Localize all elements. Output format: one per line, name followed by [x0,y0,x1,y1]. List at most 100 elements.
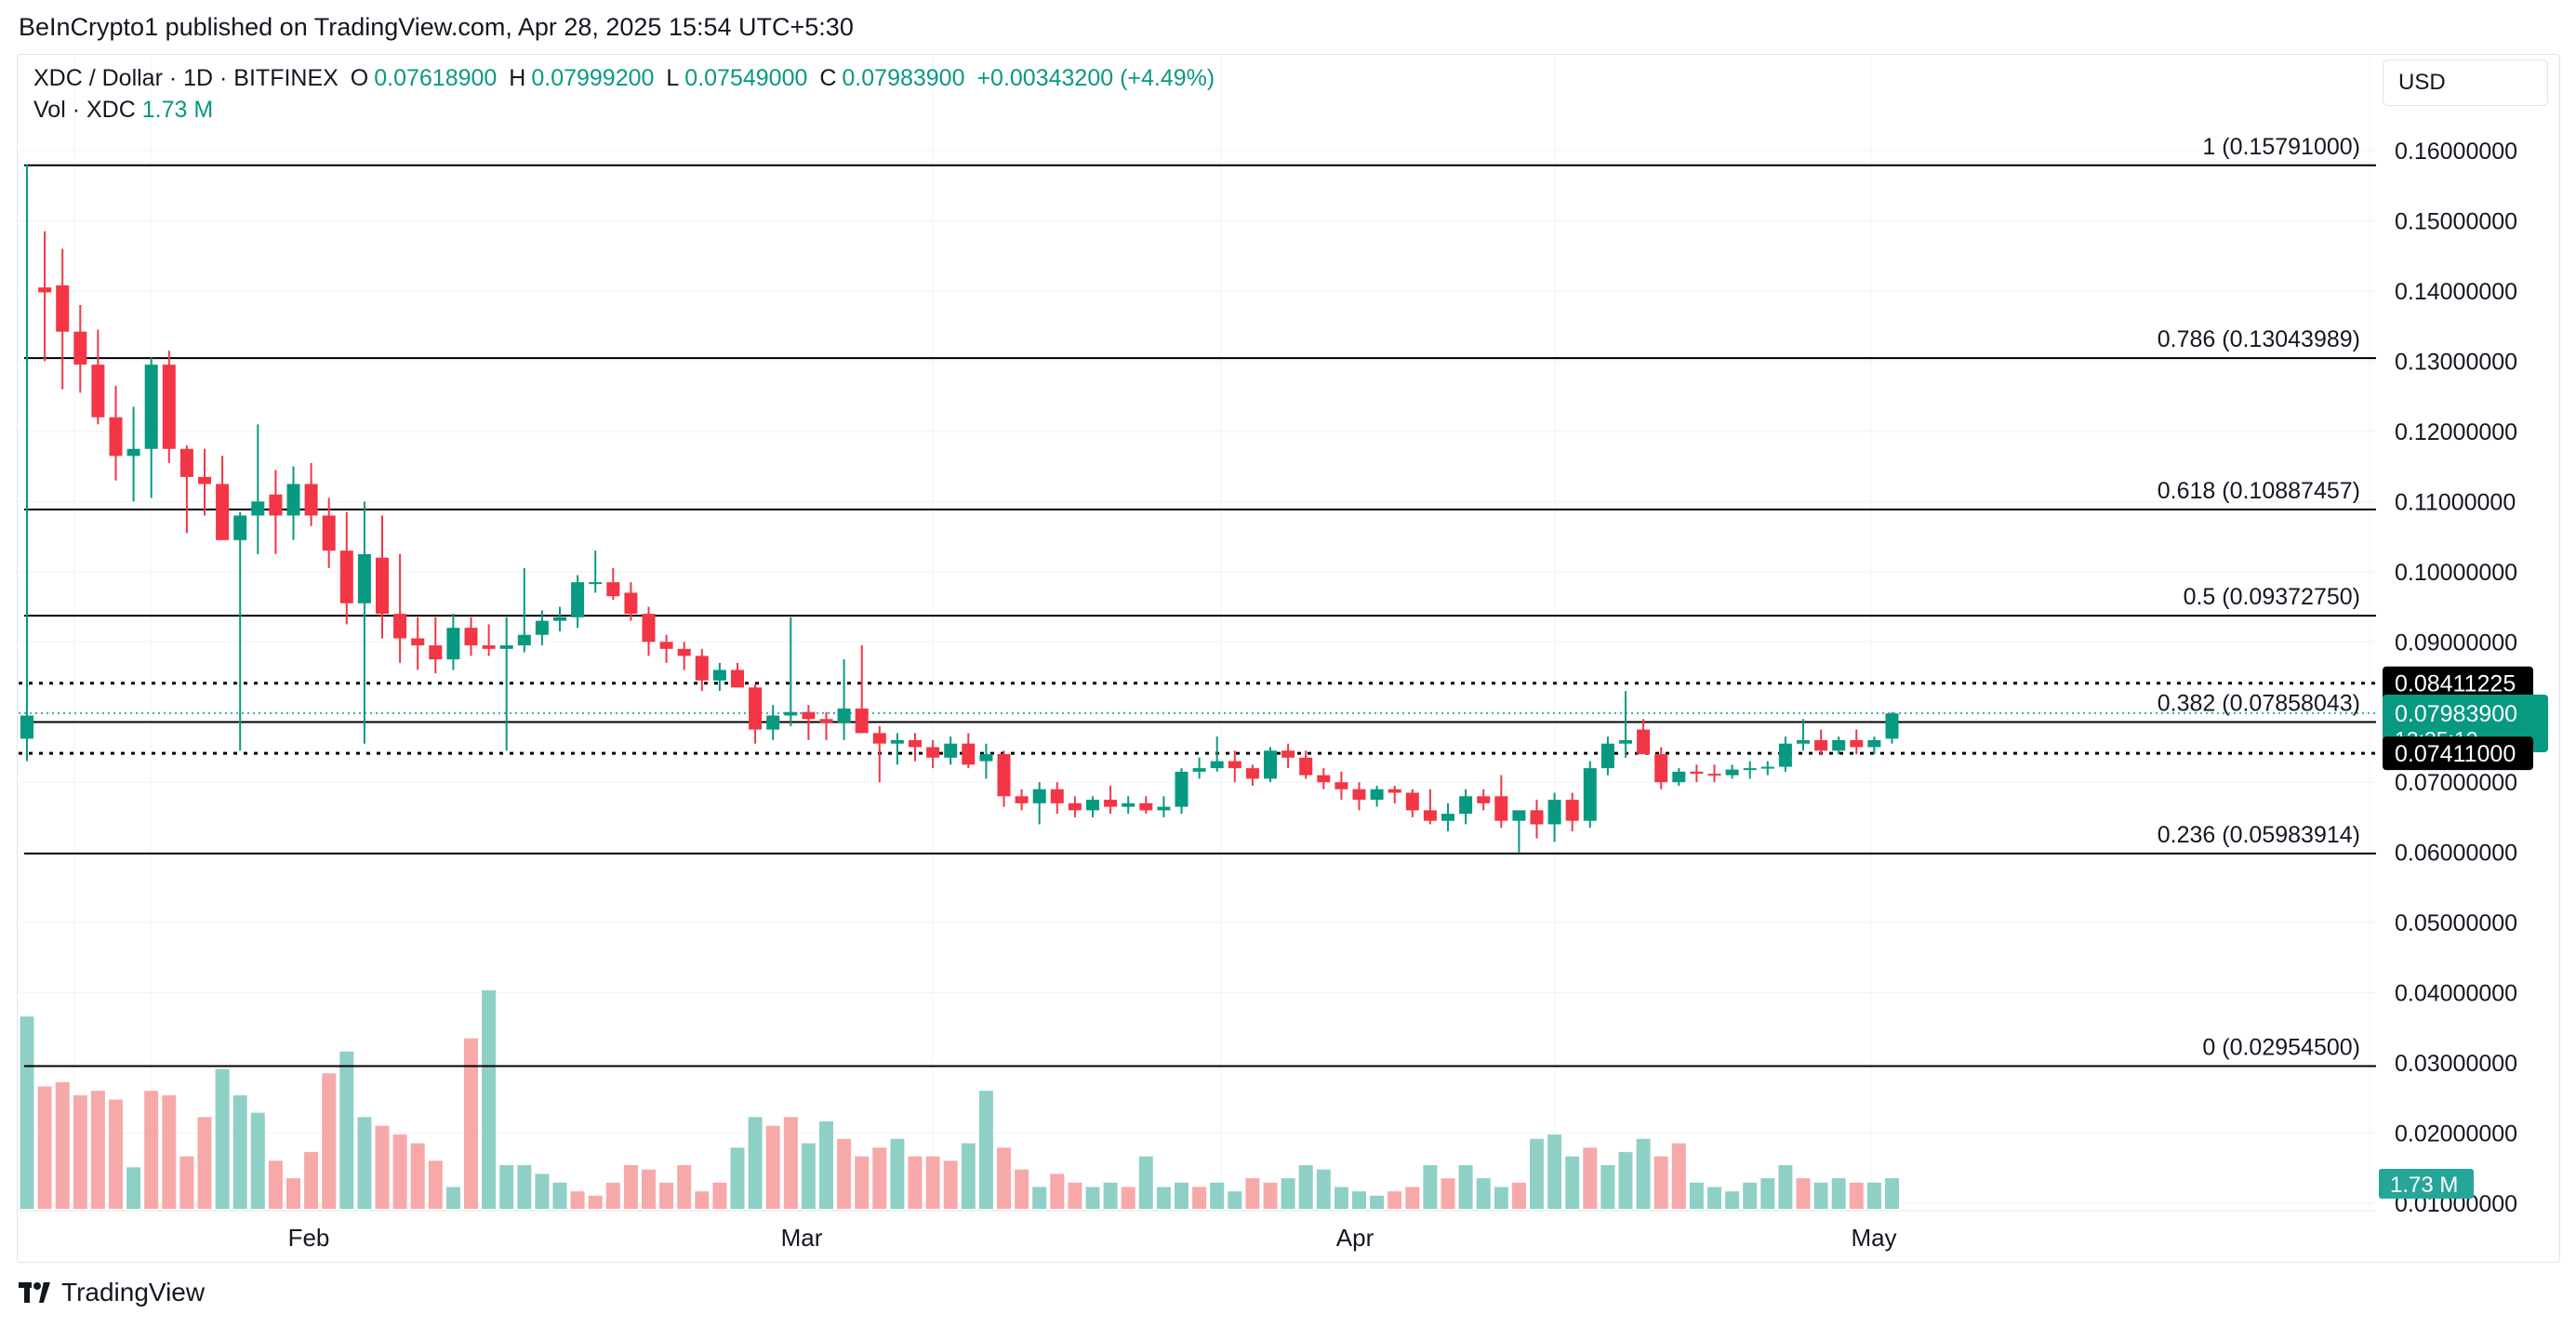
volume-bar [1210,1182,1225,1209]
volume-bar [1121,1187,1135,1209]
x-tick-label: May [1851,1224,1896,1252]
volume-bar [605,1182,620,1209]
symbol-label[interactable]: XDC / Dollar · 1D · BITFINEX [33,65,339,91]
close-value: 0.07983900 [842,65,965,91]
candle-body [642,614,656,643]
candle-body [304,484,318,516]
candle-body [962,743,976,765]
volume-bar [1085,1187,1100,1209]
candle-body [1068,802,1082,811]
candle-body [1797,739,1810,744]
volume-bar [1334,1187,1348,1209]
chart-frame [17,54,2560,1263]
volume-legend: Vol · XDC 1.73 M [33,97,213,124]
volume-bar [1600,1165,1615,1209]
candle-body [731,670,744,688]
y-tick-label: 0.10000000 [2395,560,2517,586]
candle-body [624,592,638,615]
high-value: 0.07999200 [531,65,655,91]
candle-body [553,617,566,621]
volume-bar [20,1016,34,1209]
candle-body [1334,782,1348,789]
currency-button[interactable]: USD [2383,60,2548,106]
volume-bar [1156,1187,1171,1209]
candle-body [233,515,247,540]
last-price-tag-label: 0.07983900 [2395,701,2517,727]
y-tick-label: 0.16000000 [2395,139,2517,165]
level-tag-bg [2383,736,2533,771]
volume-bar [1494,1187,1508,1209]
candle-body [1654,754,1668,783]
candle-body [659,642,673,649]
volume-bar [730,1147,745,1209]
volume-bar [55,1081,70,1209]
candle-body [997,754,1011,797]
volume-bar [623,1165,638,1209]
volume-bar [695,1191,710,1209]
candle-body [482,645,496,649]
candle-body [144,365,158,449]
y-tick-label: 0.02000000 [2395,1121,2517,1147]
candle-body [1619,739,1632,744]
fib-level-label: 0.618 (0.10887457) [2158,478,2360,504]
volume-bar [1511,1182,1526,1209]
volume-bar [1298,1165,1313,1209]
tradingview-logo-icon [19,1282,52,1303]
y-tick-label: 0.14000000 [2395,279,2517,305]
volume-bar [1015,1169,1029,1209]
volume-bar [1050,1174,1065,1209]
volume-bar [1689,1182,1704,1209]
volume-bar [162,1094,177,1209]
volume-bar [339,1051,354,1209]
volume-bar [445,1187,460,1209]
candle-body [1032,789,1046,803]
candle-body [1477,796,1491,803]
candle-body [1850,739,1864,748]
volume-bar [961,1143,976,1209]
volume-bar [322,1073,337,1209]
y-tick-label: 0.05000000 [2395,910,2517,936]
candle-body [1494,796,1508,821]
candle-body [819,719,833,723]
candle-body [1281,750,1295,758]
fib-level-label: 0.5 (0.09372750) [2184,584,2360,610]
y-tick-label: 0.07000000 [2395,770,2517,796]
volume-bar [552,1182,567,1209]
volume-bar [1760,1178,1775,1209]
volume-bar [943,1160,958,1209]
candle-body [376,557,389,615]
candle-body [269,494,283,516]
candle-body [357,553,371,603]
candle-body [1210,761,1224,769]
volume-bar [712,1182,727,1209]
volume-legend-label[interactable]: Vol · XDC [33,97,136,123]
candle-body [1352,789,1366,801]
volume-bar [1032,1187,1047,1209]
volume-bar [392,1134,407,1209]
close-label: C [819,65,837,91]
candle-body [1015,796,1029,803]
volume-bar [748,1117,763,1209]
volume-legend-value: 1.73 M [141,97,214,123]
volume-bar [464,1038,478,1209]
candle-body [20,715,33,739]
volume-bar [872,1147,887,1209]
candle-body [73,331,87,365]
candle-body [1583,768,1597,821]
volume-bar [1583,1147,1598,1209]
volume-bar [73,1094,87,1209]
volume-bar [1831,1178,1846,1209]
candle-body [411,638,425,646]
candle-body [1228,761,1242,769]
candle-body [1637,729,1651,755]
candle-body [1725,769,1739,776]
candle-body [1086,800,1099,811]
x-tick-label: Mar [781,1224,823,1252]
volume-bar [1316,1169,1331,1209]
volume-bar [1849,1182,1864,1209]
candle-body [499,645,513,649]
candle-body [1885,713,1899,739]
tradingview-logo[interactable]: TradingView [19,1278,205,1307]
fib-level-label: 0.786 (0.13043989) [2158,326,2360,352]
